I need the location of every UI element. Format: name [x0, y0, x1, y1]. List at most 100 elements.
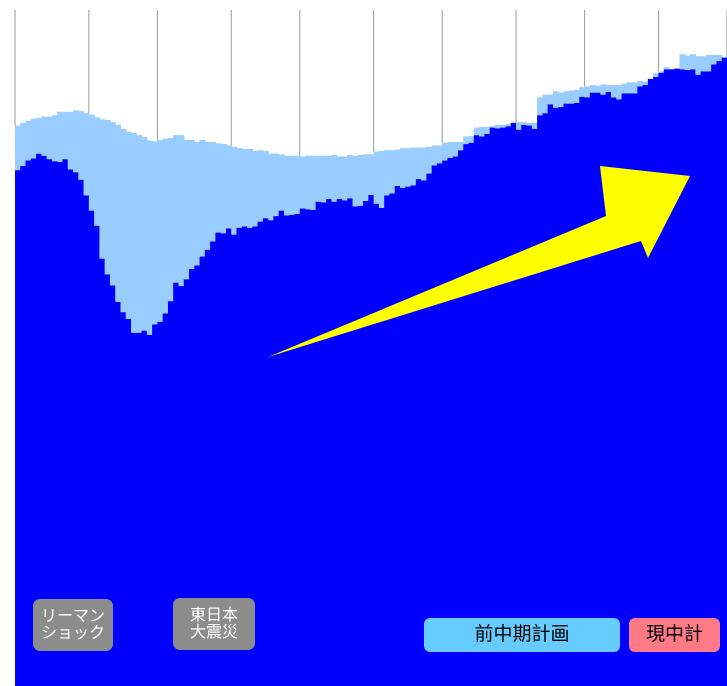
- bar-actual: [473, 135, 480, 686]
- bar-gap: [505, 124, 512, 127]
- bar-actual: [610, 97, 617, 686]
- bar-gap: [584, 86, 591, 98]
- bar-gap: [210, 142, 217, 242]
- bar-gap: [173, 135, 180, 283]
- legend-previous-plan: 前中期計画: [424, 618, 620, 652]
- bar-actual: [88, 210, 95, 686]
- bar-actual: [136, 332, 143, 686]
- bar-gap: [305, 155, 311, 210]
- bar-gap: [183, 139, 190, 280]
- bar-gap: [716, 54, 723, 62]
- bar-gap: [136, 135, 143, 333]
- bar-actual: [568, 103, 575, 686]
- bar-actual: [231, 234, 238, 686]
- bar-gap: [178, 135, 185, 287]
- bar-gap: [204, 142, 211, 250]
- bar-gap: [41, 116, 48, 156]
- annotation-lehman-shock: リーマン ショック: [33, 599, 113, 651]
- bar-actual: [410, 185, 417, 686]
- bar-gap: [690, 54, 696, 70]
- bar-gap: [600, 84, 607, 95]
- bar-gap: [62, 111, 69, 160]
- bar-gap: [426, 146, 433, 174]
- bar-gap: [521, 122, 528, 125]
- bar-actual: [442, 160, 449, 686]
- bar-actual: [463, 144, 470, 686]
- bar-gap: [315, 155, 322, 202]
- bar-gap: [579, 87, 586, 97]
- bar-gap: [563, 91, 570, 104]
- bar-actual: [711, 64, 718, 686]
- bar-actual: [558, 107, 565, 686]
- bar-gap: [278, 154, 285, 211]
- bar-gap: [568, 90, 575, 104]
- bar-gap: [711, 54, 718, 65]
- bar-actual: [57, 161, 64, 686]
- bar-actual: [373, 203, 380, 686]
- bar-gap: [389, 150, 396, 194]
- bar-gap: [700, 56, 707, 72]
- bar-actual: [320, 202, 327, 686]
- bar-gap: [162, 138, 169, 314]
- bar-gap: [120, 128, 127, 313]
- legend-current-plan: 現中計: [629, 618, 720, 652]
- bar-actual: [521, 124, 528, 686]
- bar-gap: [552, 91, 559, 108]
- bar-actual: [363, 201, 369, 686]
- annotation-great-east-japan-earthquake: 東日本 大震災: [173, 598, 255, 650]
- bar-actual: [268, 220, 275, 686]
- bar-actual: [658, 72, 665, 686]
- bar-actual: [389, 193, 396, 686]
- bar-actual: [674, 68, 681, 686]
- bar-gap: [653, 73, 660, 77]
- bar-actual: [721, 57, 727, 686]
- bar-gap: [215, 143, 222, 233]
- bar-gap: [326, 155, 333, 199]
- bar-actual: [632, 93, 638, 686]
- bar-gap: [537, 97, 543, 116]
- bar-gap: [57, 111, 64, 162]
- bar-actual: [421, 180, 427, 686]
- bar-actual: [283, 215, 290, 686]
- bar-gap: [15, 125, 21, 171]
- bar-actual: [600, 94, 607, 686]
- bar-actual: [199, 256, 206, 686]
- bar-actual: [452, 156, 459, 686]
- bar-gap: [574, 89, 580, 103]
- bar-actual: [46, 159, 53, 686]
- trend-arrow: [268, 166, 690, 357]
- bar-gap: [436, 145, 443, 164]
- bar-actual: [241, 226, 248, 686]
- bar-actual: [178, 286, 185, 686]
- bar-gap: [336, 156, 343, 199]
- bar-gap: [421, 147, 427, 181]
- bar-actual: [605, 91, 612, 686]
- bars-layer: [15, 54, 727, 686]
- bar-gap: [500, 124, 507, 128]
- bar-actual: [167, 301, 174, 686]
- bar-gap: [99, 119, 106, 259]
- bar-gap: [589, 85, 596, 93]
- bar-actual: [310, 209, 317, 686]
- bar-gap: [400, 148, 406, 188]
- bar-actual: [484, 133, 491, 686]
- bar-actual: [595, 92, 602, 686]
- bar-gap: [695, 56, 702, 75]
- bar-actual: [83, 195, 90, 686]
- bar-gap: [621, 83, 628, 94]
- bar-gap: [257, 150, 264, 222]
- bar-actual: [141, 330, 148, 686]
- bar-actual: [73, 172, 79, 686]
- bar-actual: [257, 221, 264, 686]
- bar-actual: [36, 153, 42, 686]
- bar-gap: [363, 154, 369, 201]
- bar-gap: [236, 148, 243, 228]
- bar-gap: [283, 155, 290, 216]
- bar-actual: [357, 205, 364, 686]
- bar-gap: [104, 120, 111, 275]
- bar-actual: [173, 282, 180, 686]
- bar-actual: [642, 85, 649, 686]
- bar-gap: [262, 150, 269, 219]
- bar-gap: [51, 115, 58, 162]
